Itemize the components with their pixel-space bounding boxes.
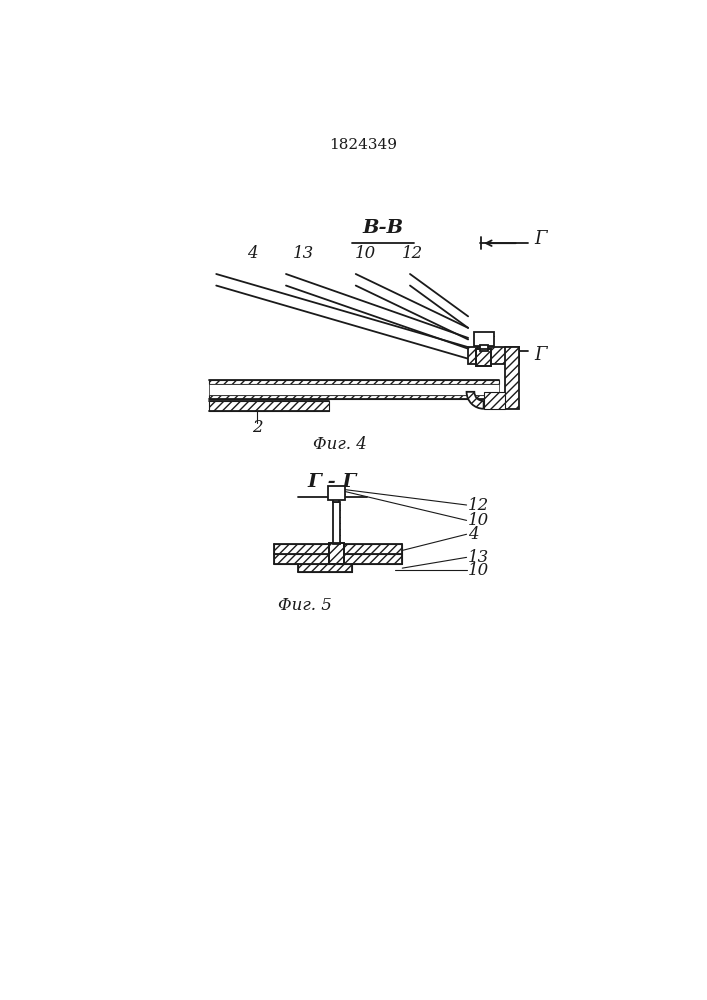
- Text: Φиг. 5: Φиг. 5: [279, 597, 332, 614]
- Text: 1824349: 1824349: [329, 138, 397, 152]
- Bar: [274, 554, 402, 564]
- Bar: [209, 395, 499, 399]
- Bar: [298, 564, 352, 572]
- Bar: [274, 544, 402, 554]
- Text: Γ: Γ: [534, 346, 547, 364]
- Wedge shape: [467, 392, 484, 409]
- Bar: [480, 345, 488, 351]
- Text: 10: 10: [468, 512, 489, 529]
- Bar: [484, 392, 505, 409]
- Text: 13: 13: [468, 549, 489, 566]
- Text: В-В: В-В: [362, 219, 404, 237]
- Text: 4: 4: [247, 245, 258, 262]
- Bar: [505, 347, 518, 409]
- Text: Γ - Γ: Γ - Γ: [308, 473, 357, 491]
- Text: 4: 4: [468, 526, 479, 543]
- Text: 10: 10: [355, 245, 376, 262]
- Bar: [329, 543, 344, 564]
- Text: 2: 2: [252, 420, 262, 436]
- Text: 12: 12: [402, 245, 423, 262]
- Text: 12: 12: [468, 496, 489, 514]
- Text: Φиг. 4: Φиг. 4: [313, 436, 367, 453]
- Bar: [329, 543, 344, 564]
- Bar: [476, 349, 491, 366]
- Bar: [468, 347, 518, 364]
- Bar: [332, 502, 340, 544]
- Bar: [476, 349, 491, 366]
- Bar: [209, 401, 329, 411]
- Text: 13: 13: [293, 245, 315, 262]
- Text: Γ: Γ: [534, 230, 547, 248]
- Bar: [333, 497, 339, 502]
- Bar: [209, 384, 499, 395]
- Text: 10: 10: [468, 562, 489, 579]
- Bar: [474, 332, 493, 346]
- Bar: [209, 380, 499, 384]
- Bar: [328, 486, 345, 500]
